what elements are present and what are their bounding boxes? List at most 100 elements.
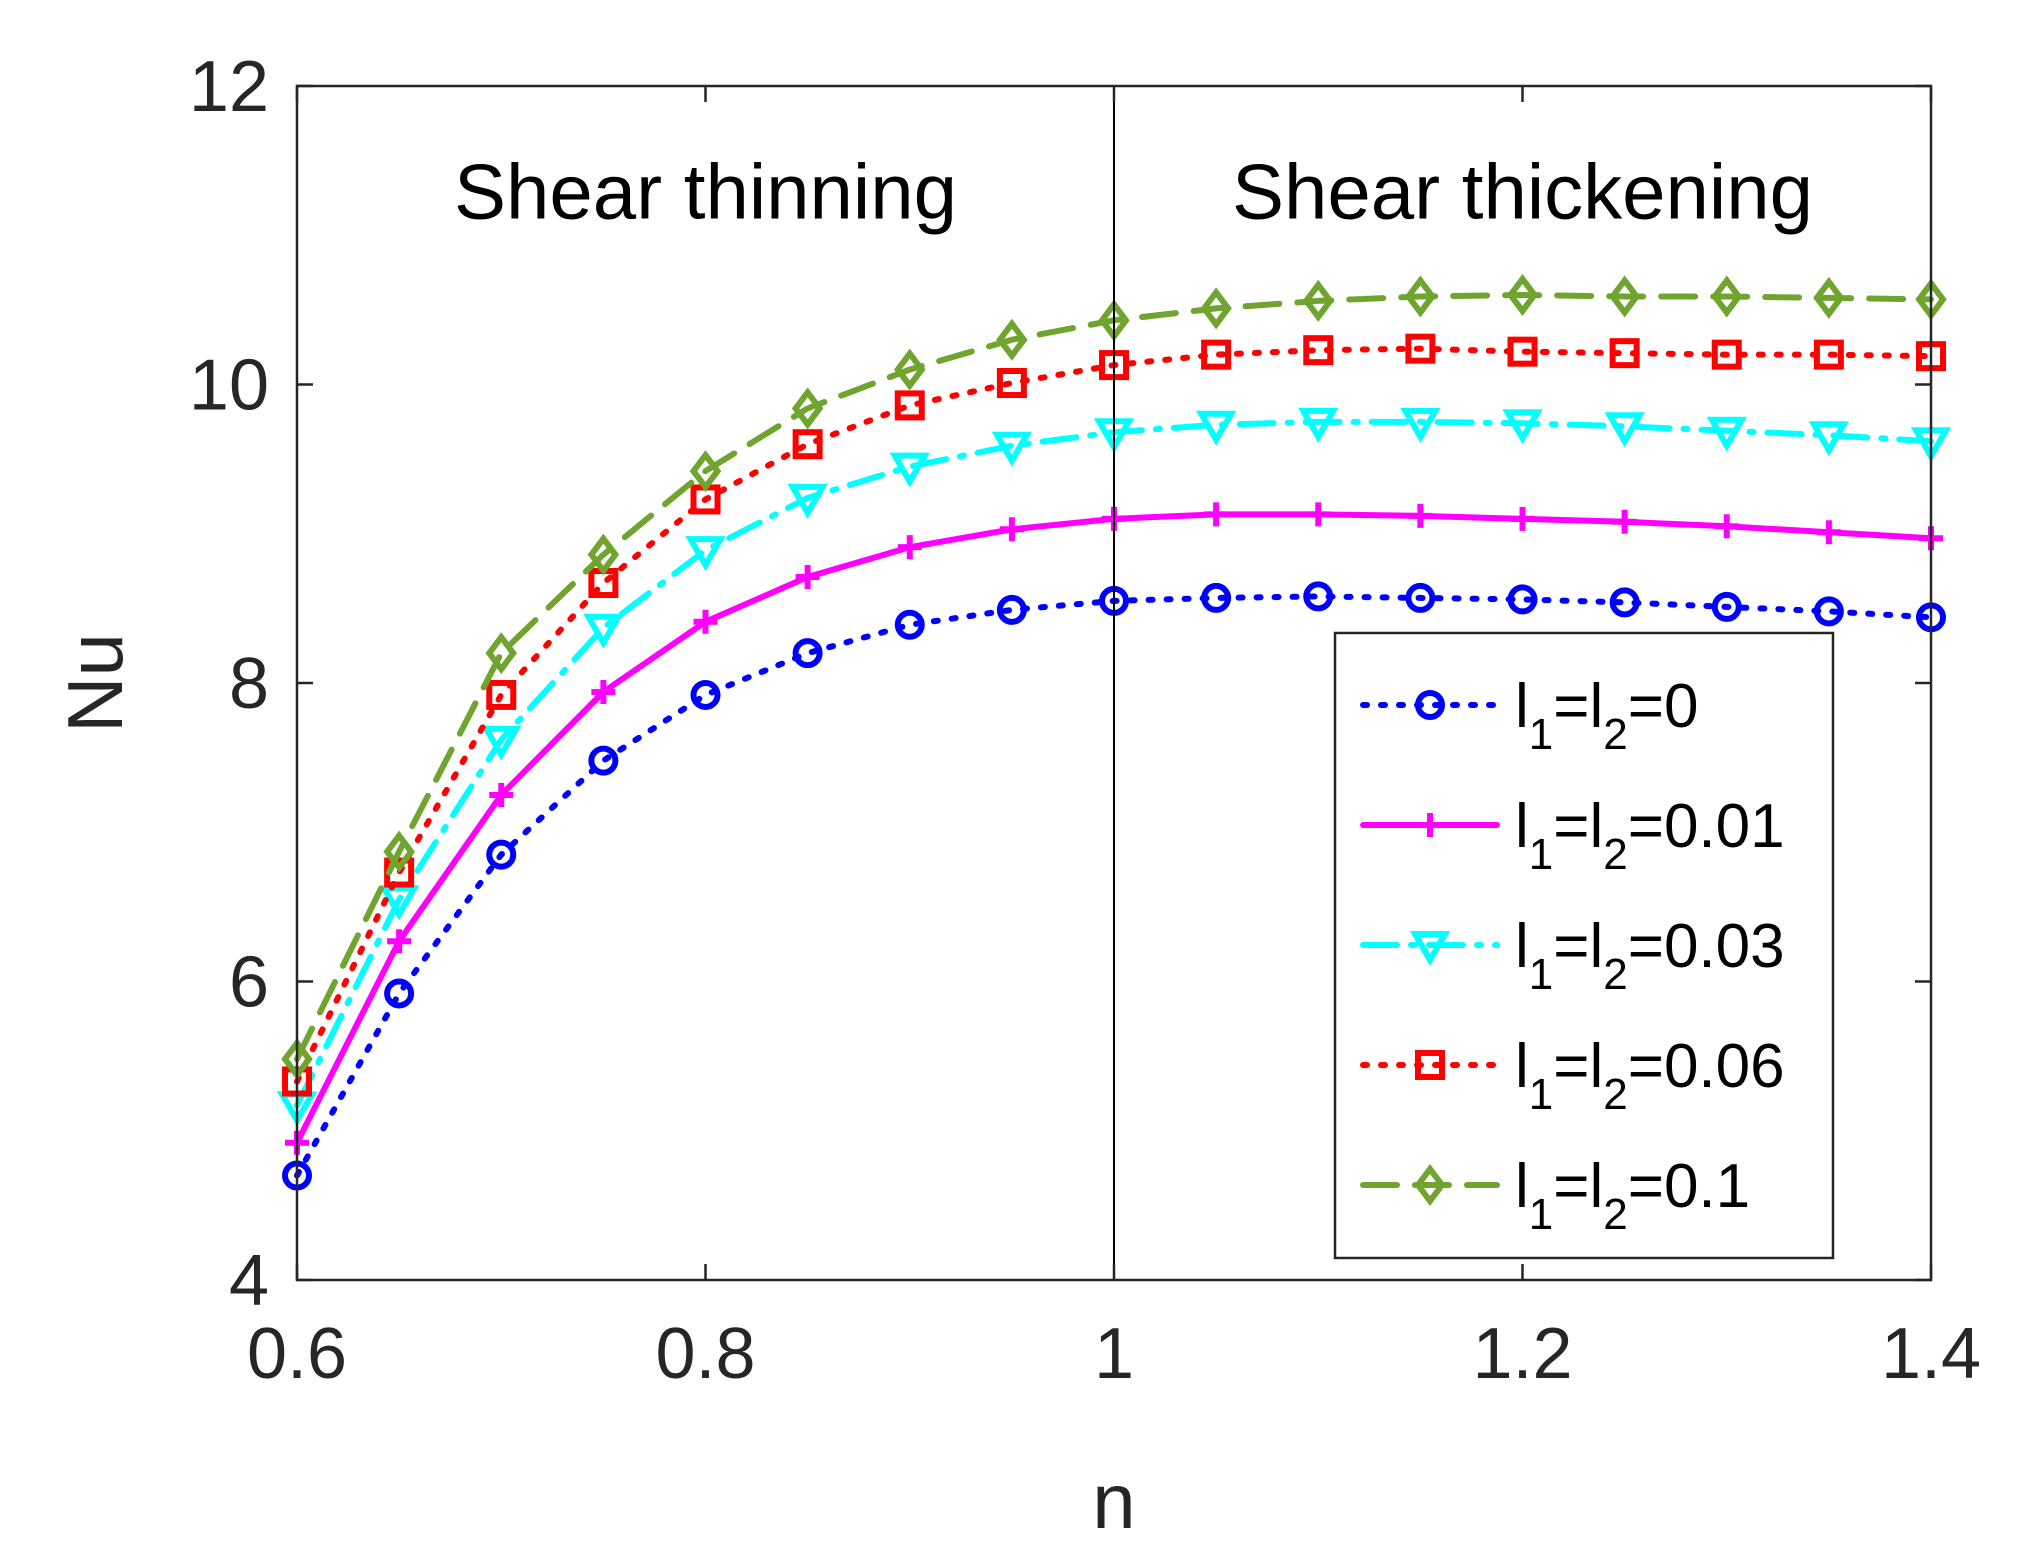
y-axis-title: Nu	[51, 633, 139, 733]
data-point	[1816, 520, 1841, 545]
data-point	[1711, 275, 1743, 318]
legend: l1=l2=0 l1=l2=0.01 l1=l2=0.03 l1=l2=0.06 l1=…	[1333, 631, 1835, 1260]
data-point	[1609, 587, 1640, 618]
data-point	[795, 565, 820, 590]
data-point	[1510, 506, 1535, 531]
data-point	[1404, 275, 1437, 318]
data-point	[894, 390, 925, 421]
legend-marker	[1418, 813, 1442, 837]
data-point	[1813, 276, 1845, 319]
data-point	[690, 679, 721, 710]
data-point	[1200, 287, 1232, 330]
data-point	[1813, 596, 1844, 627]
data-point	[489, 782, 514, 807]
x-tick-label: 1	[1094, 1314, 1134, 1394]
data-point	[481, 725, 522, 761]
data-point	[792, 429, 823, 460]
data-point	[485, 632, 517, 675]
data-point	[387, 929, 412, 954]
data-point	[787, 483, 828, 519]
data-point	[1612, 509, 1637, 534]
x-axis-title: n	[1092, 1457, 1135, 1545]
y-tick-label: 8	[229, 644, 269, 724]
data-point	[1303, 335, 1334, 366]
legend-label: l1=l2=0.1	[1515, 1152, 1750, 1239]
y-tick-label: 4	[229, 1241, 269, 1321]
data-point	[889, 452, 930, 488]
data-point	[1711, 591, 1742, 622]
data-point	[1714, 514, 1739, 539]
legend-marker	[1409, 931, 1451, 967]
y-tick-label: 6	[229, 943, 269, 1023]
legend-marker	[1415, 690, 1445, 720]
data-point	[1507, 584, 1538, 615]
legend-label: l1=l2=0	[1515, 672, 1698, 759]
data-point	[1400, 407, 1441, 443]
data-point	[1808, 421, 1850, 457]
data-point	[1507, 336, 1538, 367]
data-point	[1608, 275, 1641, 318]
data-point	[1405, 582, 1436, 613]
data-point	[1502, 409, 1543, 445]
legend-marker	[1414, 1164, 1446, 1206]
data-point	[587, 533, 620, 576]
data-point	[1306, 502, 1331, 527]
data-point	[1204, 502, 1229, 527]
data-point	[486, 679, 517, 710]
legend-entry: l1=l2=0	[1360, 672, 1698, 759]
data-point	[791, 387, 824, 430]
data-point	[1706, 416, 1747, 452]
legend-label: l1=l2=0.01	[1515, 792, 1785, 879]
data-point	[894, 348, 926, 391]
legend-entry: l1=l2=0.1	[1360, 1152, 1750, 1239]
legend-label: l1=l2=0.03	[1515, 912, 1785, 999]
data-point	[996, 594, 1027, 625]
y-tick-label: 12	[189, 47, 269, 127]
data-point	[486, 839, 517, 870]
data-point	[693, 609, 718, 634]
data-point	[384, 978, 415, 1009]
data-point	[1303, 581, 1334, 612]
data-point	[897, 535, 922, 560]
data-point	[996, 318, 1028, 361]
data-point	[894, 609, 925, 640]
data-point	[1609, 338, 1640, 369]
data-point	[1813, 339, 1844, 370]
x-tick-label: 1.4	[1881, 1314, 1981, 1394]
y-tick-label: 10	[189, 346, 269, 426]
data-point	[583, 613, 624, 649]
data-point	[1405, 333, 1436, 364]
data-point	[792, 638, 823, 669]
legend-label: l1=l2=0.06	[1515, 1032, 1785, 1119]
data-point	[1298, 407, 1339, 443]
legend-box	[1333, 631, 1835, 1260]
data-point	[689, 450, 722, 493]
data-point	[1195, 410, 1237, 446]
data-point	[1201, 582, 1232, 613]
legend-entry: l1=l2=0.06	[1360, 1032, 1785, 1119]
data-point	[991, 431, 1033, 467]
data-point	[1506, 273, 1539, 316]
data-point	[588, 745, 619, 776]
x-tick-label: 0.6	[247, 1314, 347, 1394]
data-point	[383, 830, 415, 873]
annotation-shear-thickening: Shear thickening	[1232, 147, 1813, 235]
axis-layer: 0.6 0.8 1 1.2 1.4 4 6 8 10 12	[189, 47, 1981, 1394]
legend-entry: l1=l2=0.01	[1360, 792, 1785, 879]
legend-entry: l1=l2=0.03	[1360, 912, 1785, 999]
data-point	[378, 885, 420, 921]
annotation-shear-thinning: Shear thinning	[454, 147, 957, 235]
data-point	[685, 536, 726, 572]
data-point	[1408, 503, 1433, 528]
data-point	[999, 517, 1024, 542]
data-point	[1302, 279, 1334, 322]
x-tick-label: 0.8	[655, 1314, 755, 1394]
x-tick-label: 1.2	[1472, 1314, 1572, 1394]
data-point	[1201, 339, 1232, 370]
data-point	[1604, 412, 1645, 448]
data-point	[996, 368, 1027, 399]
legend-marker	[1415, 1050, 1445, 1080]
data-point	[591, 679, 616, 704]
data-point	[1711, 339, 1742, 370]
